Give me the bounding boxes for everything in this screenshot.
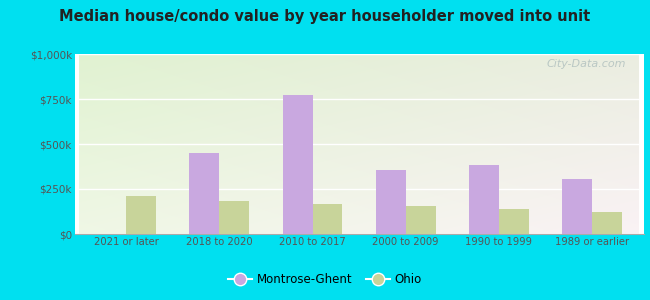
Bar (313, 204, 343, 234)
Bar (469, 165, 499, 234)
Legend: Montrose-Ghent, Ohio: Montrose-Ghent, Ohio (224, 269, 426, 291)
Bar (406, 206, 436, 234)
Bar (499, 209, 529, 234)
Text: Median house/condo value by year householder moved into unit: Median house/condo value by year househo… (59, 9, 591, 24)
Bar (126, 196, 156, 234)
Bar (283, 94, 313, 234)
Text: City-Data.com: City-Data.com (547, 59, 627, 69)
Bar (592, 212, 622, 234)
Bar (562, 179, 592, 234)
Bar (189, 153, 219, 234)
Bar (376, 170, 406, 234)
Bar (219, 201, 249, 234)
